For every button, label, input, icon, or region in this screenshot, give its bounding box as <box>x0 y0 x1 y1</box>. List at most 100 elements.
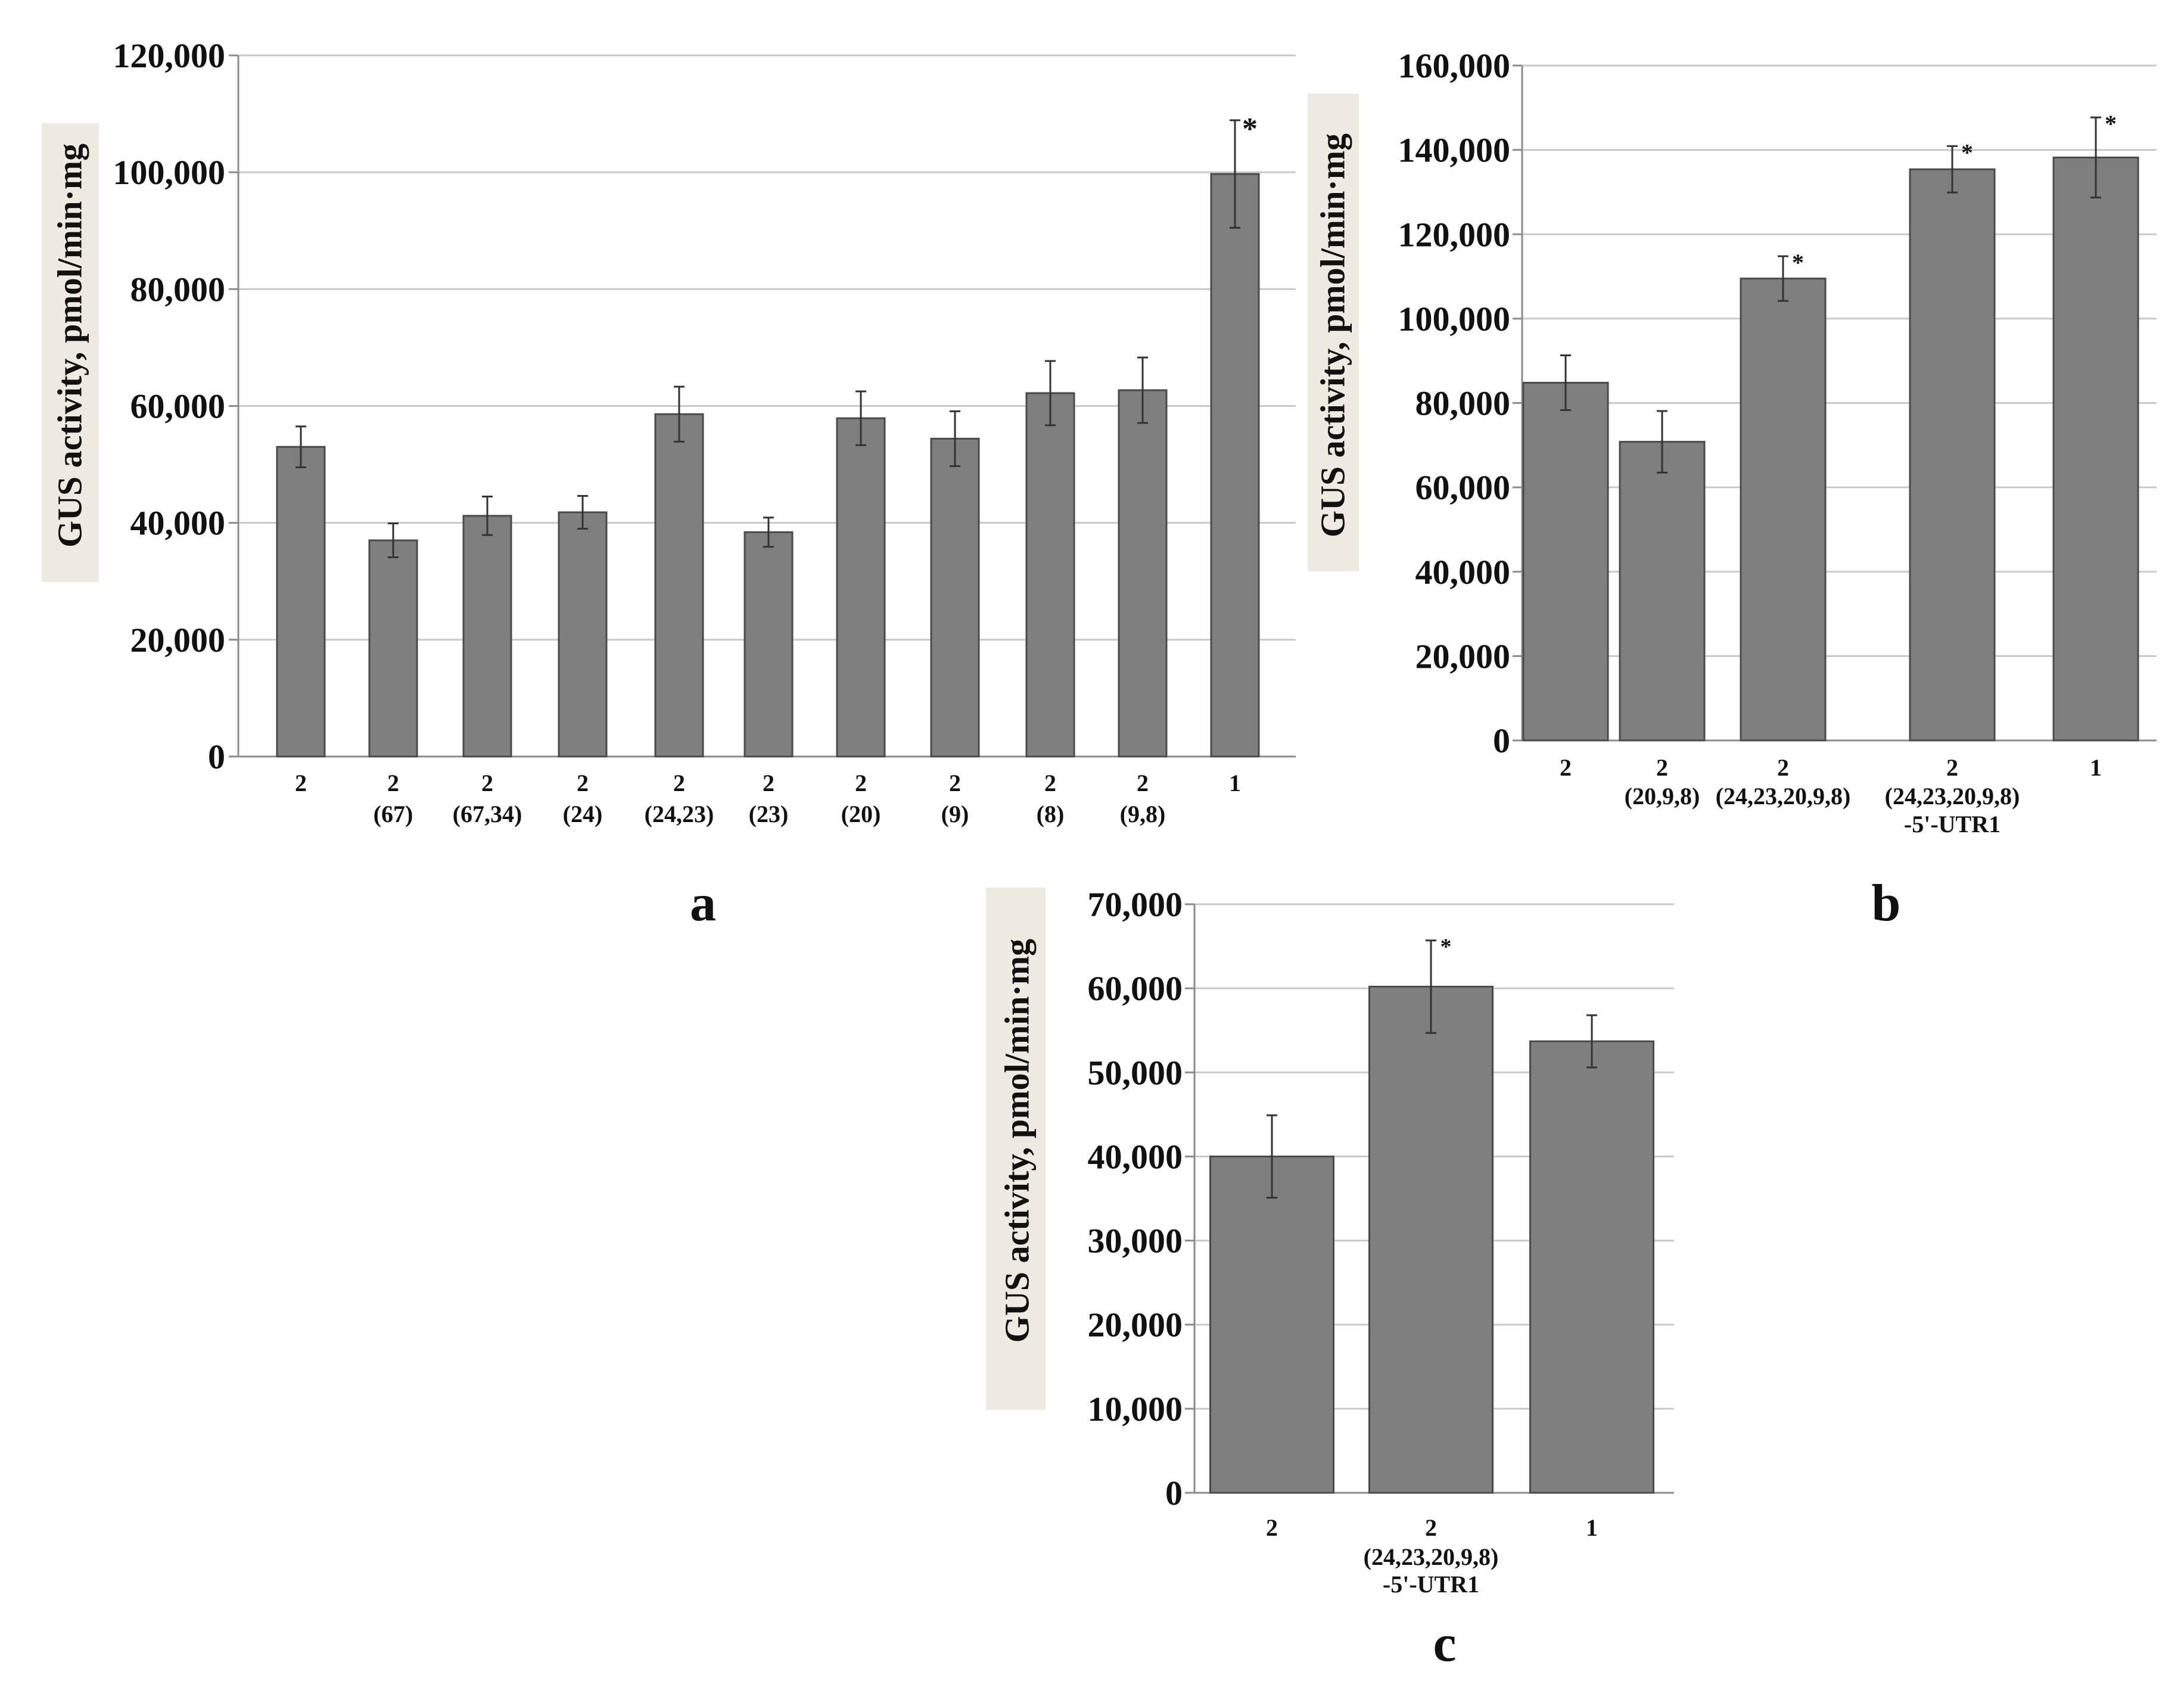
y-tick-label: 140,000 <box>1398 131 1511 170</box>
x-tick-label: 1 <box>1229 770 1241 796</box>
significance-mark: * <box>2105 110 2117 137</box>
y-tick-label: 120,000 <box>1398 215 1511 254</box>
x-tick-label: 2 <box>1560 754 1572 781</box>
y-axis-label: GUS activity, pmol/min·mg <box>51 144 89 547</box>
bar <box>462 515 512 758</box>
x-tick-label: (67) <box>374 801 413 827</box>
x-tick-label: 2 <box>481 770 493 796</box>
error-bar <box>1560 354 1571 412</box>
y-tick-label: 60,000 <box>1415 468 1511 507</box>
significance-mark: * <box>1792 249 1804 276</box>
error-bar <box>674 385 685 443</box>
error-bar <box>950 410 960 468</box>
bar <box>276 446 326 758</box>
y-tick-label: 70,000 <box>1088 885 1183 924</box>
x-tick-label: (8) <box>1037 801 1065 827</box>
x-tick-label: 1 <box>1586 1514 1598 1541</box>
y-tick-label: 30,000 <box>1088 1222 1183 1260</box>
y-tick-label: 20,000 <box>1088 1306 1183 1344</box>
y-tick-label: 40,000 <box>1088 1137 1183 1176</box>
x-tick-label: 2 <box>949 770 961 796</box>
y-tick-label: 60,000 <box>1088 969 1183 1008</box>
bar <box>1522 382 1609 742</box>
error-bar <box>1778 255 1788 302</box>
error-bar <box>1657 410 1667 474</box>
x-tick-label: (24,23,20,9,8) <box>1716 783 1851 810</box>
significance-mark: * <box>1242 112 1258 146</box>
bar <box>1025 392 1075 758</box>
x-tick-label: 2 <box>295 770 307 796</box>
x-tick-label: 2 <box>1946 754 1958 781</box>
y-tick-label: 0 <box>1165 1474 1183 1512</box>
x-tick-label: 2 <box>1777 754 1789 781</box>
error-bar <box>1137 356 1148 424</box>
error-bar <box>482 496 493 536</box>
x-tick-label: 2 <box>1656 754 1668 781</box>
x-tick-label: (24) <box>563 801 603 827</box>
y-tick-label: 80,000 <box>130 270 226 309</box>
x-tick-label: 2 <box>1137 770 1149 796</box>
x-tick-label: (9) <box>941 801 969 827</box>
significance-mark: * <box>1441 934 1452 959</box>
y-axis-label-background <box>42 123 99 582</box>
y-tick-label: 100,000 <box>113 153 226 192</box>
bar <box>836 417 886 758</box>
error-bar <box>1947 145 1958 194</box>
y-tick-label: 120,000 <box>113 36 226 75</box>
x-tick-label: (20) <box>841 801 881 827</box>
bar <box>1368 985 1494 1494</box>
x-tick-label: -5'-UTR1 <box>1904 811 2001 838</box>
y-tick-label: 60,000 <box>130 387 226 426</box>
bar <box>1118 389 1168 758</box>
y-tick-label: 10,000 <box>1088 1390 1183 1428</box>
x-tick-label: 2 <box>673 770 685 796</box>
x-tick-label: (9,8) <box>1120 801 1166 827</box>
y-tick-label: 50,000 <box>1088 1053 1183 1092</box>
bar <box>1909 168 1996 742</box>
error-bar <box>1267 1114 1277 1199</box>
error-bar <box>388 522 399 559</box>
x-tick-label: 2 <box>1044 770 1056 796</box>
chart-panel-c: 0 10,000 20,000 30,000 40,000 50,000 60,000 70,… <box>986 885 1674 1673</box>
panel-label: c <box>1433 1615 1456 1673</box>
y-tick-label: 40,000 <box>1415 553 1511 592</box>
error-bar <box>1586 1014 1597 1069</box>
x-tick-label: 2 <box>855 770 867 796</box>
x-tick-label: 2 <box>577 770 589 796</box>
bar <box>930 437 980 758</box>
error-bar <box>1230 119 1240 229</box>
bar <box>654 413 704 758</box>
bar <box>368 539 418 758</box>
x-tick-label: 2 <box>1425 1514 1437 1541</box>
x-tick-label: (24,23,20,9,8) <box>1364 1543 1499 1570</box>
x-tick-label: 2 <box>1266 1514 1278 1541</box>
bar <box>558 511 608 758</box>
y-tick-label: 20,000 <box>1415 637 1511 676</box>
y-tick-label: 0 <box>208 737 225 776</box>
x-tick-label: (23) <box>749 801 789 827</box>
error-bar <box>1045 360 1056 427</box>
x-tick-label: (24,23) <box>645 801 714 827</box>
bar <box>2052 156 2139 742</box>
significance-mark: * <box>1961 139 1973 166</box>
y-tick-label: 160,000 <box>1398 46 1511 85</box>
x-tick-label: (67,34) <box>453 801 522 827</box>
bar <box>1209 1155 1334 1494</box>
bar <box>1210 173 1260 758</box>
error-bar <box>295 425 306 468</box>
bar <box>743 531 794 758</box>
y-tick-label: 40,000 <box>130 504 226 543</box>
y-axis-label: GUS activity, pmol/min·mg <box>1314 133 1352 537</box>
bar <box>1740 278 1827 742</box>
x-tick-label: 2 <box>387 770 399 796</box>
x-tick-label: -5'-UTR1 <box>1383 1571 1479 1598</box>
y-axis-label: GUS activity, pmol/min·mg <box>998 939 1037 1343</box>
x-tick-label: (24,23,20,9,8) <box>1885 783 2020 810</box>
y-axis-label-background <box>986 888 1046 1410</box>
chart-panel-b: 0 20,000 40,000 60,000 80,000 100,000 120,000 1… <box>1308 46 2157 932</box>
chart-panel-a: 0 20,000 40,000 60,000 80,000 100,000 120,000 2… <box>42 36 1296 932</box>
y-axis-label-background <box>1308 94 1359 571</box>
y-tick-label: 20,000 <box>130 621 226 659</box>
y-tick-label: 80,000 <box>1415 384 1511 423</box>
